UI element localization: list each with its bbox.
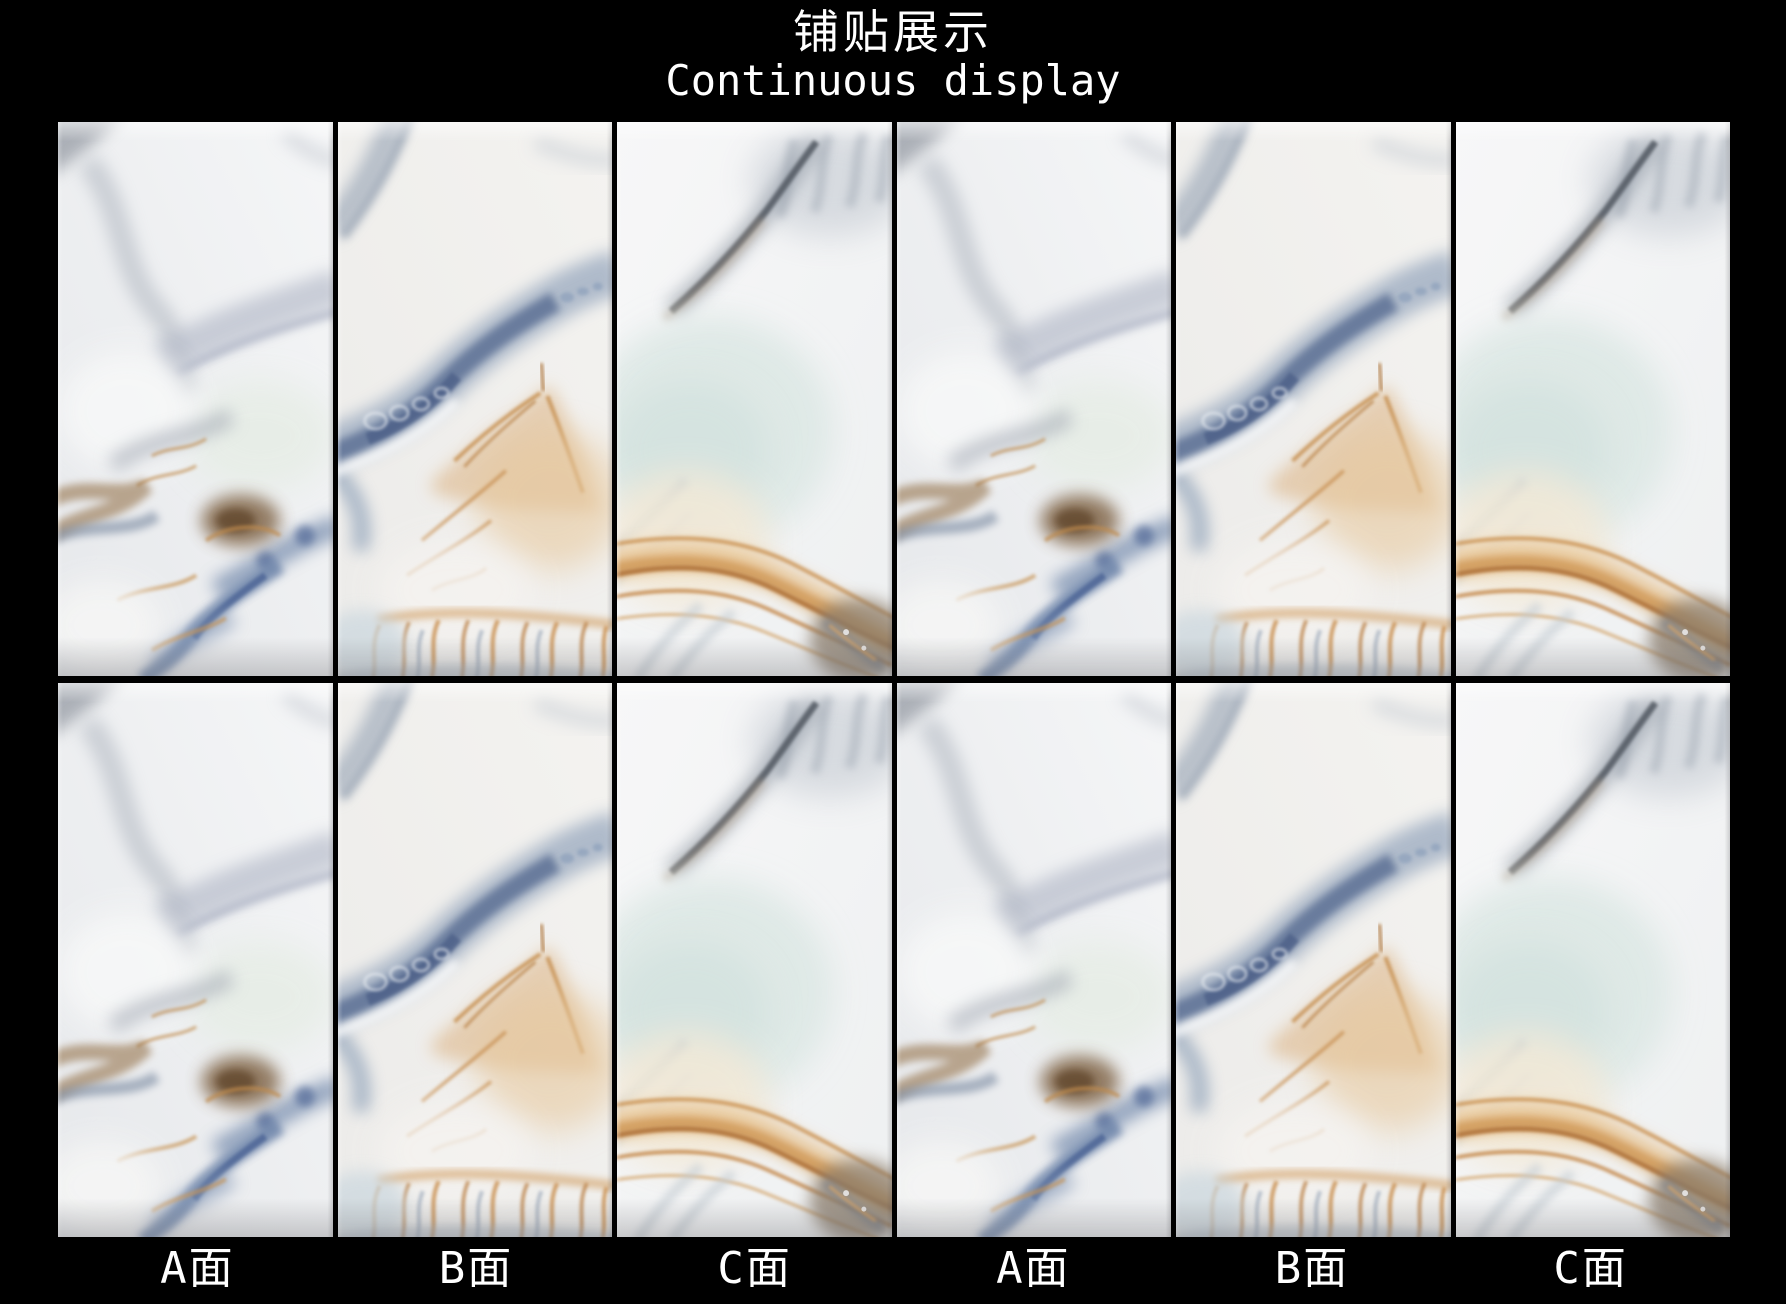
page-title-english: Continuous display	[665, 56, 1121, 105]
tile-r2-c1-face-a	[58, 683, 333, 1237]
tile-r2-c4-face-a	[896, 683, 1172, 1237]
marble-texture-c	[1456, 683, 1731, 1237]
face-label-3: C面	[717, 1243, 792, 1294]
face-label-1: A面	[160, 1243, 235, 1294]
tile-r1-c1-face-a	[58, 122, 333, 676]
marble-texture-b	[1176, 122, 1451, 676]
marble-texture-a	[897, 683, 1172, 1237]
face-label-2: B面	[438, 1243, 514, 1294]
tile-r1-c3-face-c	[617, 122, 892, 676]
tile-r2-c5-face-b	[1176, 683, 1451, 1237]
tile-r2-c3-face-c	[617, 683, 892, 1237]
marble-texture-a	[897, 122, 1172, 676]
marble-texture-b	[338, 122, 613, 676]
face-labels: A面 B面 C面 A面 B面 C面	[58, 1240, 1730, 1298]
face-label-4: A面	[996, 1243, 1071, 1294]
tile-r1-c4-face-a	[896, 122, 1172, 676]
tile-board	[58, 122, 1730, 1237]
marble-texture-b	[338, 683, 613, 1237]
face-label-6: C面	[1553, 1243, 1628, 1294]
face-label-5: B面	[1274, 1243, 1350, 1294]
marble-texture-b	[1176, 683, 1451, 1237]
tile-r2-c2-face-b	[337, 683, 613, 1237]
tile-r2-c6-face-c	[1455, 683, 1731, 1237]
marble-texture-a	[58, 122, 333, 676]
tile-r1-c5-face-b	[1176, 122, 1451, 676]
marble-texture-c	[617, 122, 892, 676]
marble-texture-c	[617, 683, 892, 1237]
title-block: 铺贴展示 Continuous display	[0, 6, 1786, 104]
tile-r1-c6-face-c	[1455, 122, 1731, 676]
tile-r1-c2-face-b	[337, 122, 613, 676]
page-title-chinese: 铺贴展示	[793, 5, 993, 59]
marble-texture-c	[1456, 122, 1731, 676]
marble-texture-a	[58, 683, 333, 1237]
